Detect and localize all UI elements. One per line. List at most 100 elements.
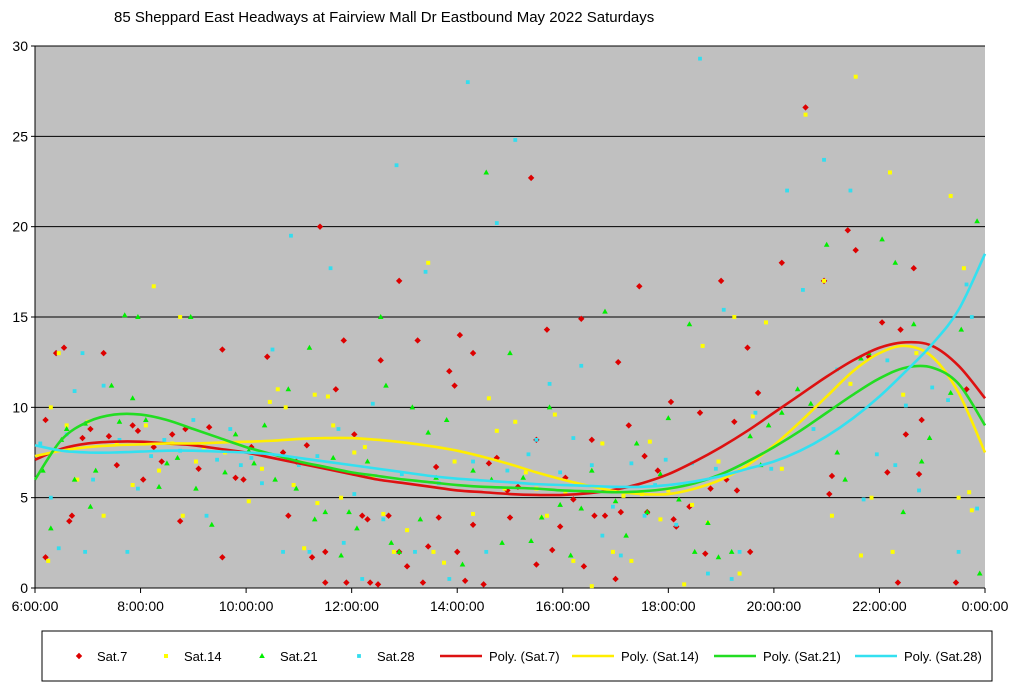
data-point — [164, 460, 170, 466]
data-point — [331, 423, 336, 428]
data-point — [100, 349, 107, 357]
data-point — [471, 459, 475, 464]
data-point — [343, 579, 350, 586]
data-point — [778, 259, 786, 266]
data-point — [744, 344, 751, 351]
data-point — [888, 170, 892, 175]
data-point — [362, 445, 367, 450]
data-point — [101, 513, 106, 518]
data-point — [723, 476, 730, 483]
legend-marker — [357, 654, 361, 658]
data-point — [311, 516, 318, 522]
data-point — [538, 514, 545, 520]
data-point — [322, 579, 329, 586]
data-point — [316, 223, 324, 230]
data-point — [674, 522, 679, 527]
data-point — [303, 442, 311, 449]
data-point — [381, 517, 386, 522]
data-point — [930, 385, 935, 390]
data-point — [580, 563, 588, 570]
data-point — [948, 193, 953, 198]
legend-marker — [164, 654, 168, 658]
data-point — [625, 422, 632, 429]
data-point — [844, 227, 851, 234]
data-point — [763, 320, 768, 325]
data-point — [359, 512, 366, 519]
data-point — [670, 516, 677, 523]
x-tick-label: 6:00:00 — [12, 598, 59, 614]
data-point — [915, 470, 923, 478]
data-point — [956, 549, 961, 554]
data-point — [399, 472, 404, 477]
data-point — [897, 326, 904, 333]
data-point — [716, 459, 721, 464]
data-point — [769, 466, 774, 471]
data-point — [893, 463, 898, 468]
data-point — [283, 405, 288, 410]
data-point — [629, 558, 634, 563]
data-point — [563, 490, 568, 495]
data-point — [48, 405, 53, 410]
data-point — [556, 523, 564, 530]
data-point — [442, 560, 447, 565]
data-point — [900, 509, 906, 515]
data-point — [136, 486, 140, 491]
data-point — [341, 540, 346, 545]
data-point — [56, 546, 61, 551]
data-point — [248, 443, 255, 451]
data-point — [315, 501, 320, 506]
data-point — [285, 386, 292, 392]
legend-label: Poly. (Sat.14) — [621, 649, 699, 664]
data-point — [713, 466, 718, 471]
data-point — [629, 461, 634, 466]
data-point — [414, 337, 421, 344]
data-point — [853, 74, 858, 79]
y-tick-label: 25 — [12, 128, 28, 144]
data-point — [352, 492, 357, 496]
data-point — [715, 554, 722, 560]
data-point — [822, 157, 826, 162]
data-point — [698, 56, 702, 61]
data-point — [610, 549, 615, 554]
data-point — [139, 476, 147, 483]
data-point — [682, 582, 687, 587]
data-point — [737, 571, 742, 576]
data-point — [92, 467, 99, 473]
data-point — [447, 577, 452, 581]
data-point — [391, 549, 396, 554]
data-point — [72, 389, 77, 393]
data-point — [600, 533, 605, 538]
data-point — [114, 441, 119, 446]
data-point — [533, 561, 540, 568]
data-point — [113, 461, 121, 469]
data-point — [667, 398, 675, 406]
data-point — [663, 457, 668, 462]
data-point — [601, 512, 609, 519]
data-point — [149, 454, 154, 459]
x-tick-label: 18:00:00 — [641, 598, 696, 614]
legend-marker — [75, 652, 83, 660]
data-point — [308, 554, 316, 561]
data-point — [750, 414, 755, 419]
data-point — [654, 467, 661, 474]
data-point — [275, 387, 280, 392]
data-point — [339, 495, 344, 500]
data-point — [666, 488, 671, 493]
data-point — [454, 548, 461, 556]
data-point — [964, 282, 969, 287]
data-point — [459, 561, 466, 567]
data-point — [546, 404, 553, 410]
data-point — [842, 476, 848, 482]
data-point — [322, 509, 329, 515]
data-point — [611, 504, 615, 509]
data-point — [60, 344, 68, 351]
data-point — [354, 525, 360, 531]
data-point — [306, 344, 313, 350]
legend-item: Poly. (Sat.28) — [855, 649, 982, 664]
data-point — [894, 579, 902, 586]
data-point — [617, 508, 625, 516]
data-point — [623, 532, 629, 538]
data-point — [195, 465, 202, 472]
trendline-poly-sat-14 — [34, 344, 987, 496]
data-point — [700, 343, 705, 348]
